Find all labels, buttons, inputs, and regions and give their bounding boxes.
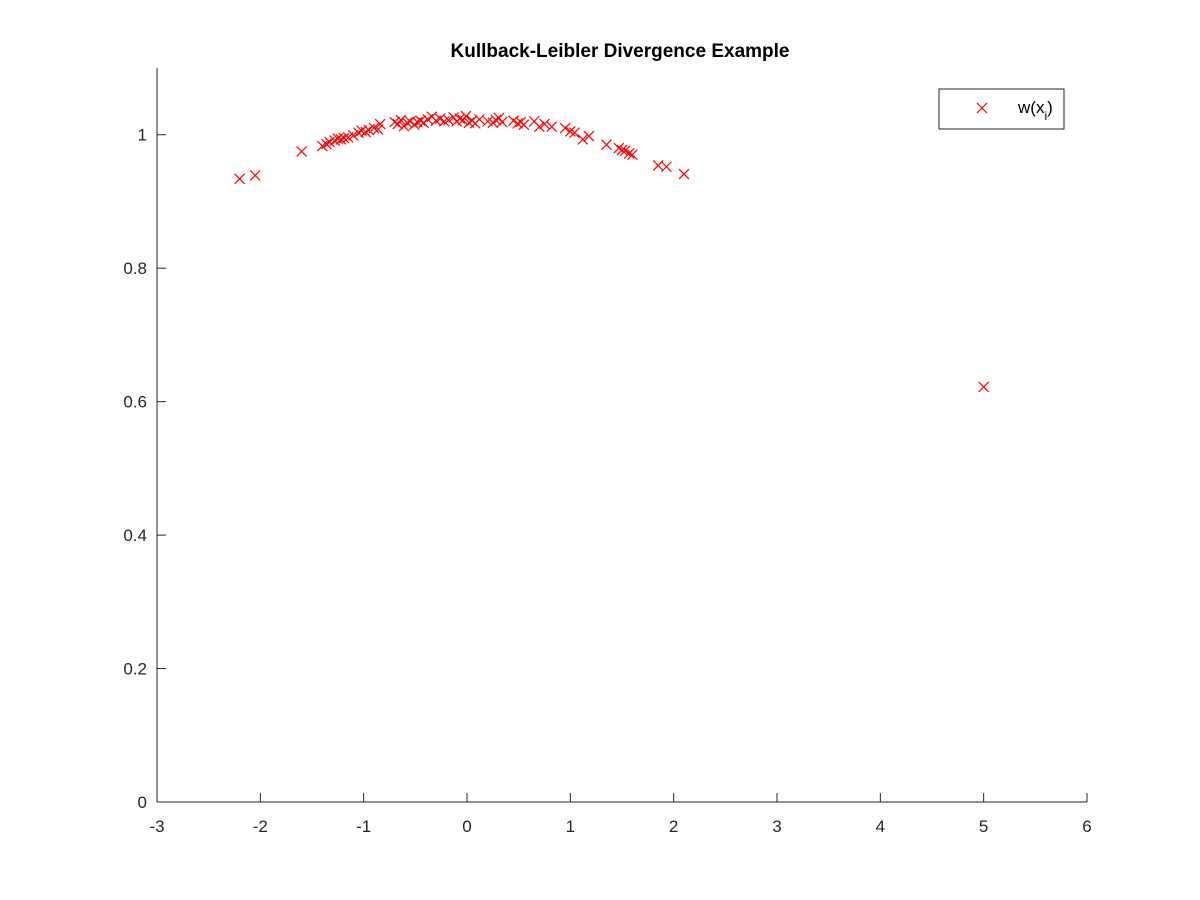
y-ticks: 0 0.2 0.4 0.6 0.8 1	[123, 126, 166, 812]
data-point	[496, 116, 508, 128]
data-point	[559, 122, 571, 134]
data-point	[518, 119, 530, 131]
data-point	[454, 113, 466, 125]
data-point	[623, 147, 635, 159]
x-tick-label: 2	[669, 817, 678, 836]
x-tick-label: -3	[149, 817, 164, 836]
x-tick-label: 1	[566, 817, 575, 836]
x-tick-label: 0	[462, 817, 471, 836]
data-point	[401, 117, 413, 129]
data-point	[533, 121, 545, 133]
legend-entry-main: w(x	[1017, 98, 1045, 117]
data-point	[335, 133, 347, 145]
x-ticks: -3 -2 -1 0 1 2 3 4 5 6	[149, 793, 1092, 836]
data-point	[490, 114, 502, 126]
legend-entry-suffix: )	[1047, 98, 1053, 117]
data-points	[234, 110, 990, 393]
x-tick-label: 3	[772, 817, 781, 836]
legend-marker-x-icon	[976, 102, 988, 114]
data-point	[338, 132, 350, 144]
y-tick-label: 0.8	[123, 259, 147, 278]
data-point	[546, 121, 558, 133]
data-point	[234, 173, 246, 185]
data-point	[583, 130, 595, 142]
data-point	[512, 117, 524, 129]
x-tick-label: 6	[1082, 817, 1091, 836]
y-tick-label: 0.2	[123, 660, 147, 679]
data-point	[616, 144, 628, 156]
data-point	[438, 115, 450, 127]
data-point	[601, 139, 612, 151]
legend-entry-subscript: i	[1044, 109, 1047, 123]
data-point	[395, 114, 407, 126]
data-point	[613, 142, 625, 154]
data-point	[368, 122, 380, 134]
data-point	[678, 168, 690, 180]
data-point	[321, 138, 332, 150]
data-point	[360, 126, 372, 138]
data-point	[460, 110, 472, 122]
data-point	[347, 129, 359, 141]
data-point	[249, 170, 261, 181]
data-point	[661, 161, 672, 173]
axes	[156, 68, 1087, 803]
data-point	[473, 113, 485, 125]
y-tick-label: 0.6	[123, 393, 147, 412]
x-tick-label: 4	[876, 817, 885, 836]
data-point	[978, 381, 990, 393]
y-tick-label: 0.4	[123, 526, 147, 545]
data-point	[296, 145, 308, 157]
x-tick-label: 5	[979, 817, 988, 836]
data-point	[577, 133, 589, 145]
chart-title: Kullback-Leibler Divergence Example	[451, 41, 790, 62]
data-point	[389, 116, 401, 128]
data-point	[329, 135, 341, 147]
legend: w(xi)	[938, 88, 1065, 130]
data-point	[626, 149, 638, 161]
x-tick-label: -1	[356, 817, 371, 836]
data-point	[374, 118, 386, 130]
legend-box	[938, 88, 1065, 130]
data-point	[539, 118, 550, 130]
x-tick-label: -2	[253, 817, 268, 836]
data-point	[569, 127, 580, 139]
y-tick-label: 1	[138, 126, 147, 145]
data-point	[564, 125, 576, 137]
legend-marker-symbol	[976, 102, 988, 114]
legend-entry-label: w(xi)	[1017, 98, 1053, 123]
y-tick-label: 0	[138, 793, 147, 812]
